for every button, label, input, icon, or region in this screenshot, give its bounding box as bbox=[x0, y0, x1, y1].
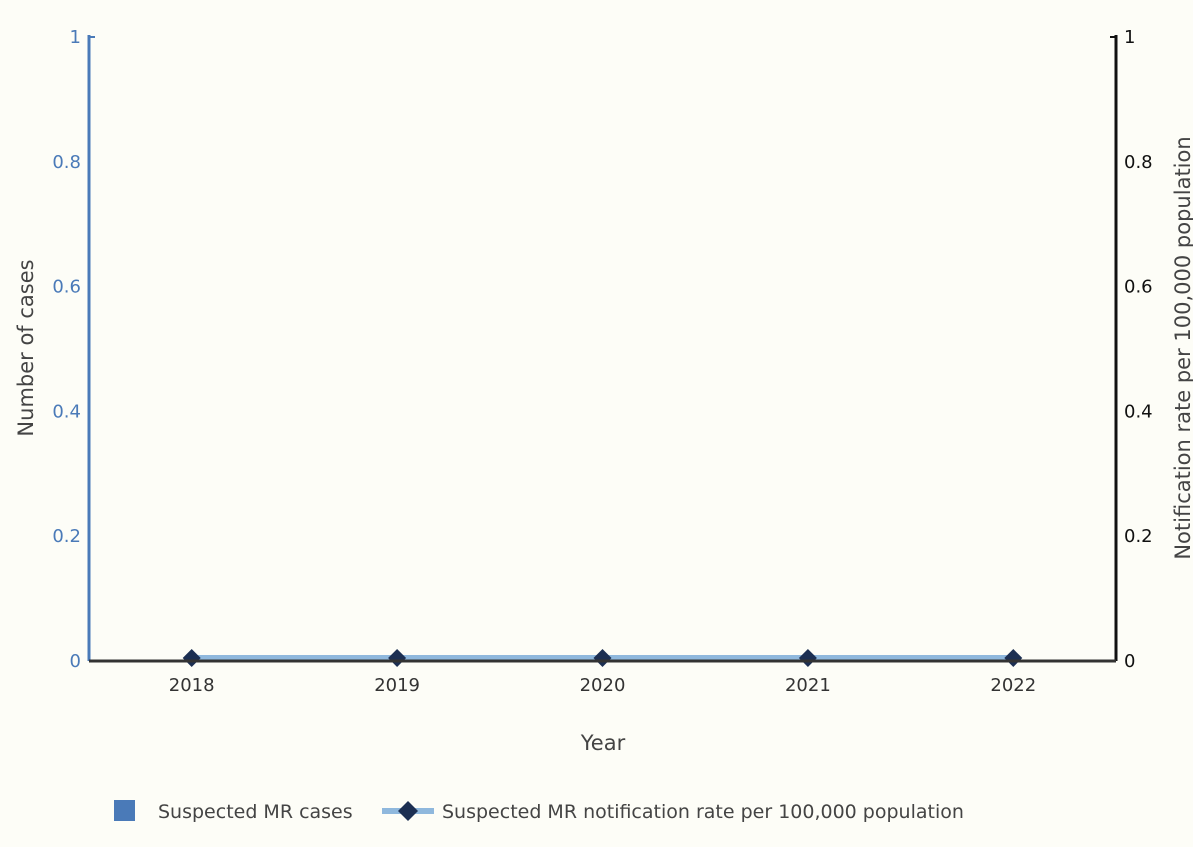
x-tick-label: 2021 bbox=[785, 675, 831, 696]
y-tick-label: 0 bbox=[70, 651, 81, 672]
legend-marker-rate bbox=[398, 801, 418, 821]
y-axis-title: Number of cases bbox=[14, 259, 38, 436]
x-axis-title: Year bbox=[580, 731, 626, 755]
legend-label-cases: Suspected MR cases bbox=[158, 801, 353, 823]
x-tick-label: 2018 bbox=[169, 675, 215, 696]
y-tick-label: 1 bbox=[70, 27, 81, 48]
marker-rate bbox=[593, 649, 612, 667]
axes-layer bbox=[87, 35, 1118, 661]
legend-swatch-cases bbox=[114, 800, 135, 821]
x-tick-label: 2020 bbox=[580, 675, 626, 696]
y-tick-label: 0.6 bbox=[52, 277, 81, 298]
y2-tick-label: 0 bbox=[1124, 651, 1135, 672]
y2-axis-title: Notification rate per 100,000 population bbox=[1171, 136, 1193, 559]
marker-rate bbox=[798, 649, 817, 667]
y2-tick-label: 1 bbox=[1124, 27, 1135, 48]
ticks-layer: 0 0.2 0.4 0.6 0.8 1 0 0.2 0.4 0.6 0.8 1 2018 2019 2020… bbox=[52, 27, 1152, 696]
y2-tick-label: 0.2 bbox=[1124, 526, 1153, 547]
y-tick-label: 0.2 bbox=[52, 526, 81, 547]
y-tick-label: 0.8 bbox=[52, 152, 81, 173]
marker-rate bbox=[1004, 649, 1023, 667]
legend: Suspected MR cases Suspected MR notifica… bbox=[114, 800, 964, 823]
y-tick-label: 0.4 bbox=[52, 401, 81, 422]
marker-rate bbox=[388, 649, 407, 667]
y2-tick-label: 0.8 bbox=[1124, 152, 1153, 173]
y2-tick-label: 0.6 bbox=[1124, 277, 1153, 298]
x-tick-label: 2022 bbox=[990, 675, 1036, 696]
marker-rate bbox=[182, 649, 201, 667]
y2-tick-label: 0.4 bbox=[1124, 401, 1153, 422]
legend-label-rate: Suspected MR notification rate per 100,0… bbox=[442, 801, 964, 823]
x-tick-label: 2019 bbox=[374, 675, 420, 696]
